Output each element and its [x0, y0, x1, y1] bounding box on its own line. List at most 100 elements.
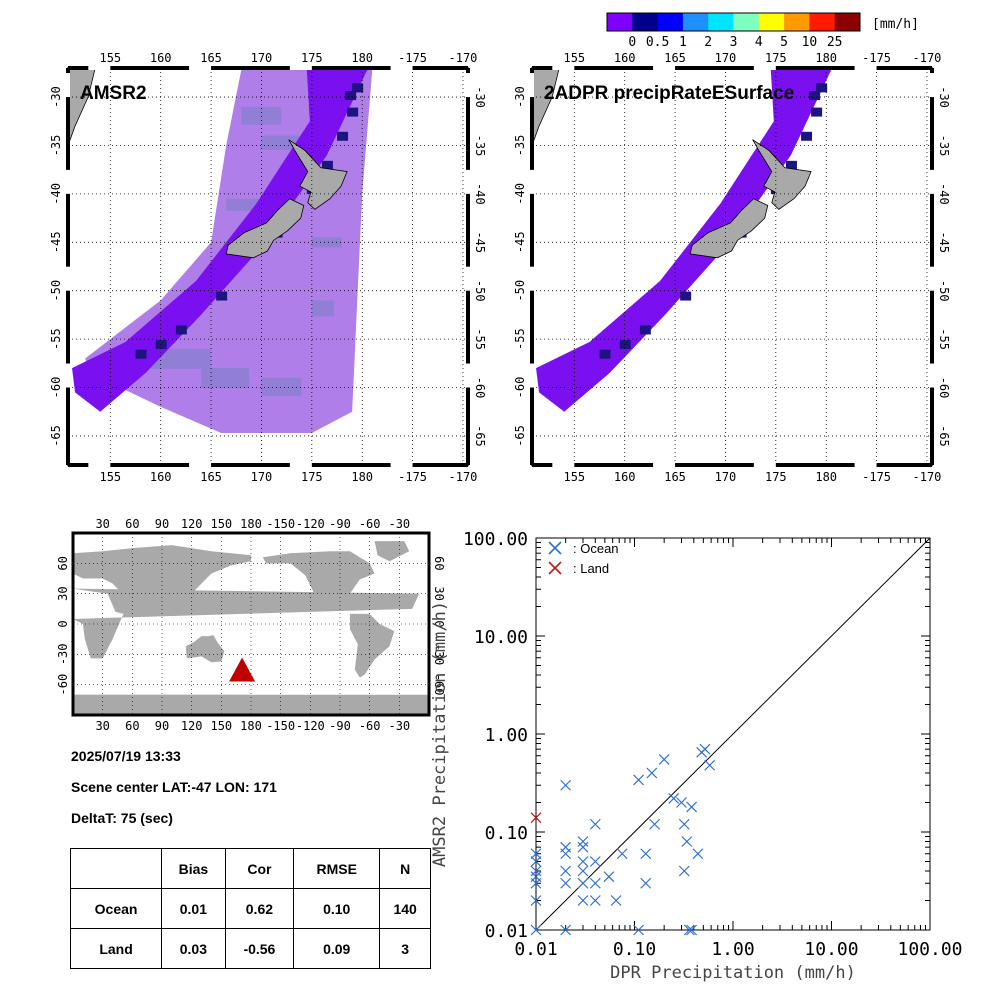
ocean-data-point: [577, 836, 589, 847]
latitude-tick-label: -45: [513, 231, 527, 253]
rain-cell: [816, 83, 828, 93]
overview-lon-label: 120: [181, 517, 203, 531]
rain-cell: [352, 83, 364, 93]
marker-stroke: [560, 848, 572, 860]
overview-lon-label: -30: [388, 719, 410, 733]
latitude-tick-label: -50: [937, 280, 951, 302]
marker-stroke: [649, 818, 661, 830]
colorbar-swatch: [733, 13, 760, 31]
colorbar-swatch: [758, 13, 785, 31]
longitude-tick-label: 160: [150, 51, 172, 65]
ocean-data-point: [681, 836, 693, 847]
marker-stroke: [589, 877, 601, 889]
longitude-tick-label: -170: [913, 470, 942, 484]
amsr2-rain-patch: [226, 198, 262, 211]
overview-lon-label: 150: [210, 517, 232, 531]
latitude-tick-label: -50: [49, 280, 63, 302]
x-tick-label: 10.00: [804, 939, 858, 960]
greenland-land: [374, 541, 410, 562]
map-frame-stripe: [530, 169, 534, 194]
latitude-tick-label: -30: [513, 86, 527, 108]
map-frame-stripe: [390, 463, 413, 467]
latitude-tick-label: -60: [513, 377, 527, 399]
latitude-tick-label: -65: [49, 425, 63, 447]
marker-stroke: [658, 754, 670, 765]
marker-stroke: [589, 895, 601, 906]
south-america-land: [349, 613, 395, 678]
latitude-tick-label: -30: [937, 86, 951, 108]
overview-lat-label: 60: [432, 556, 446, 570]
colorbar-tick-label: 2: [704, 35, 712, 50]
north-island-land: [288, 139, 348, 210]
ocean-data-point: [530, 871, 542, 883]
latitude-tick-label: -40: [49, 183, 63, 205]
latitude-tick-label: -55: [937, 328, 951, 350]
map-frame-stripe: [390, 66, 413, 70]
ocean-data-point: [577, 865, 589, 877]
dpr-swath-band: [536, 69, 832, 412]
ocean-data-point: [610, 895, 622, 906]
ocean-data-point: [589, 856, 601, 867]
x-axis-label: DPR Precipitation (mm/h): [610, 963, 856, 983]
map-frame-stripe: [466, 363, 470, 388]
south-island-land: [689, 198, 769, 259]
longitude-tick-label: 160: [150, 470, 172, 484]
scene-datetime: 2025/07/19 13:33: [71, 748, 181, 764]
stats-cell: 0.10: [293, 888, 381, 929]
latitude-tick-label: -55: [49, 328, 63, 350]
map-frame-bar: [466, 68, 470, 465]
x-tick-label: 100.00: [897, 939, 962, 960]
dpr-map-panel: 155 155 160 160 165 165 170 170 175 175 180 180 -175…: [513, 51, 951, 484]
longitude-tick-label: 160: [614, 51, 636, 65]
map-title: 2ADPR precipRateESurface: [544, 83, 794, 104]
marker-stroke: [686, 924, 698, 936]
overview-lon-label: 180: [240, 517, 262, 531]
stats-cell: 0.01: [161, 888, 226, 929]
colorbar-swatch: [708, 13, 734, 31]
map-frame-bar: [68, 66, 468, 70]
y-tick-label: 0.01: [485, 921, 528, 942]
ocean-data-point: [577, 841, 589, 853]
longitude-tick-label: 155: [99, 470, 121, 484]
map-frame-stripe: [854, 463, 877, 467]
marker-stroke: [646, 767, 658, 779]
latitude-tick-label: -60: [473, 377, 487, 399]
longitude-tick-label: -170: [913, 51, 942, 65]
africa-land: [73, 588, 420, 659]
rain-cell: [135, 349, 147, 359]
overview-lat-label: 60: [56, 556, 70, 570]
amsr2-rain-patch: [311, 237, 342, 248]
overview-lon-label: 150: [210, 719, 232, 733]
rain-cell: [175, 325, 187, 335]
marker-stroke: [560, 779, 572, 791]
marker-stroke: [668, 793, 680, 804]
overview-lon-label: 60: [125, 517, 139, 531]
map-frame-stripe: [653, 66, 676, 70]
amsr2-rain-patch: [241, 106, 282, 125]
marker-stroke: [589, 856, 601, 867]
overview-lon-label: -60: [359, 517, 381, 531]
x-tick-label: 0.10: [613, 939, 656, 960]
amsr2-map-panel: 155 155 160 160 165 165 170 170 175 175 180 180 -175…: [49, 51, 487, 484]
latitude-tick-label: -50: [473, 280, 487, 302]
statistics-table: Bias Cor RMSE N Ocean 0.01 0.62 0.10 140…: [69, 848, 431, 969]
legend-label: : Ocean: [573, 541, 619, 556]
stats-cell: -0.56: [224, 928, 295, 969]
rain-cell: [639, 325, 651, 335]
scatter-plot: 0.010.01 0.10 0.10 1.00 1.00 10.00 10.00 100.00…: [430, 529, 963, 983]
rain-cell: [809, 91, 821, 101]
y-tick-label: 0.10: [485, 823, 528, 844]
map-frame-stripe: [530, 266, 534, 291]
map-frame-stripe: [530, 73, 534, 98]
ocean-data-point: [678, 818, 690, 830]
ocean-data-point: [633, 924, 645, 936]
overview-lat-label: 30: [432, 586, 446, 600]
rain-cell: [337, 131, 349, 141]
marker-stroke: [640, 848, 652, 860]
marker-stroke: [530, 895, 542, 906]
marker-stroke: [681, 836, 693, 847]
overview-lon-label: -90: [329, 719, 351, 733]
latitude-tick-label: -65: [937, 425, 951, 447]
longitude-tick-label: 180: [351, 470, 373, 484]
legend-marker: [548, 541, 562, 555]
